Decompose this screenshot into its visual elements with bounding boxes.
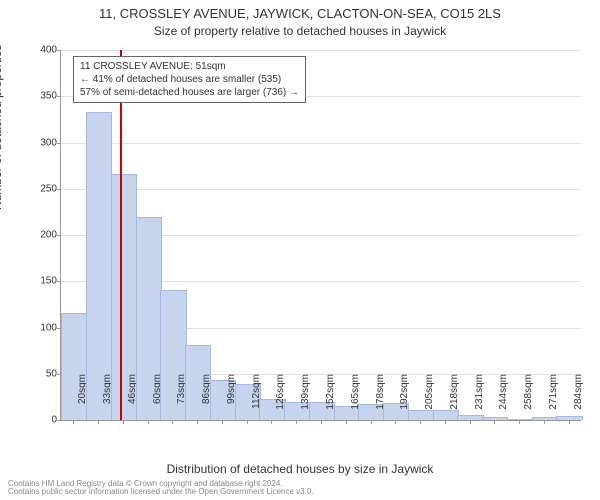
ytick-label: 100	[17, 322, 57, 333]
xtick-mark	[222, 420, 223, 424]
xtick-mark	[569, 420, 570, 424]
chart-subtitle: Size of property relative to detached ho…	[0, 24, 600, 38]
annotation-line1: 11 CROSSLEY AVENUE: 51sqm	[80, 60, 299, 73]
ytick-mark	[57, 50, 61, 51]
ytick-label: 250	[17, 183, 57, 194]
grid-line	[61, 50, 581, 51]
xtick-mark	[420, 420, 421, 424]
xtick-mark	[395, 420, 396, 424]
xtick-mark	[371, 420, 372, 424]
xtick-mark	[98, 420, 99, 424]
reference-line	[120, 50, 122, 420]
annotation-box: 11 CROSSLEY AVENUE: 51sqm ← 41% of detac…	[73, 56, 306, 103]
xtick-mark	[494, 420, 495, 424]
ytick-label: 150	[17, 276, 57, 287]
plot-area: 05010015020025030035040020sqm33sqm46sqm6…	[60, 50, 581, 421]
footer-text: Contains HM Land Registry data © Crown c…	[8, 480, 314, 496]
ytick-mark	[57, 281, 61, 282]
xtick-mark	[321, 420, 322, 424]
ytick-mark	[57, 143, 61, 144]
annotation-line3: 57% of semi-detached houses are larger (…	[80, 86, 299, 99]
xtick-mark	[470, 420, 471, 424]
xtick-mark	[172, 420, 173, 424]
xtick-mark	[148, 420, 149, 424]
ytick-label: 0	[17, 415, 57, 426]
y-axis-label: Number of detached properties	[0, 45, 4, 210]
annotation-line2: ← 41% of detached houses are smaller (53…	[80, 73, 299, 86]
xtick-mark	[445, 420, 446, 424]
x-axis-label: Distribution of detached houses by size …	[0, 462, 600, 476]
ytick-label: 50	[17, 368, 57, 379]
grid-line	[61, 189, 581, 190]
ytick-label: 350	[17, 91, 57, 102]
xtick-label: 284sqm	[573, 374, 584, 424]
xtick-mark	[123, 420, 124, 424]
ytick-label: 400	[17, 45, 57, 56]
ytick-mark	[57, 96, 61, 97]
xtick-mark	[271, 420, 272, 424]
ytick-mark	[57, 235, 61, 236]
xtick-mark	[197, 420, 198, 424]
xtick-mark	[73, 420, 74, 424]
xtick-label: 244sqm	[498, 374, 509, 424]
chart-title: 11, CROSSLEY AVENUE, JAYWICK, CLACTON-ON…	[0, 6, 600, 21]
ytick-mark	[57, 189, 61, 190]
xtick-mark	[247, 420, 248, 424]
ytick-mark	[57, 420, 61, 421]
xtick-mark	[544, 420, 545, 424]
ytick-label: 200	[17, 230, 57, 241]
footer-line2: Contains public sector information licen…	[8, 487, 314, 496]
ytick-label: 300	[17, 137, 57, 148]
grid-line	[61, 143, 581, 144]
xtick-mark	[346, 420, 347, 424]
chart-container: 11, CROSSLEY AVENUE, JAYWICK, CLACTON-ON…	[0, 0, 600, 500]
xtick-mark	[296, 420, 297, 424]
xtick-mark	[519, 420, 520, 424]
